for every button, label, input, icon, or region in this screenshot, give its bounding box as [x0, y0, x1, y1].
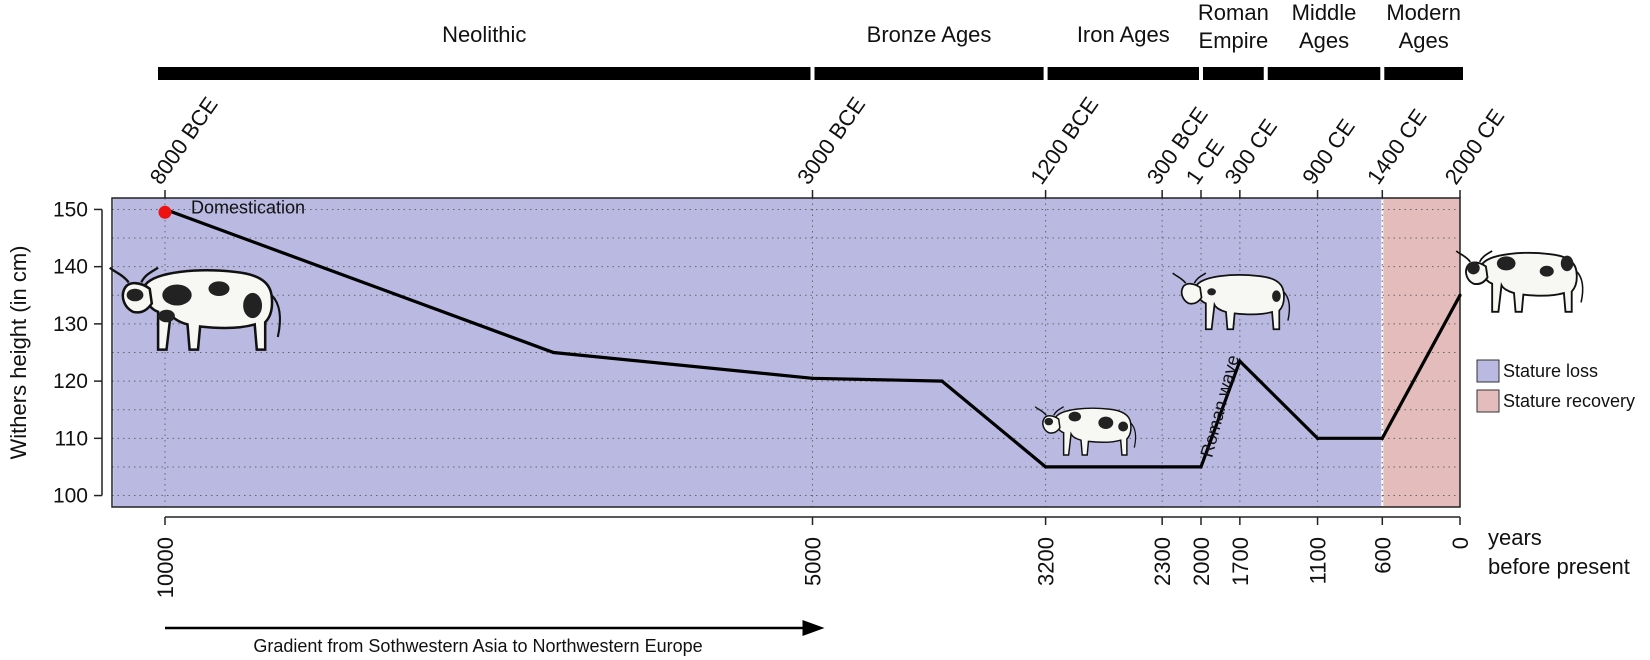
- cow-tail: [1283, 291, 1291, 321]
- cow-spot: [1068, 411, 1081, 422]
- cow-spot: [1560, 255, 1574, 272]
- cow-tail: [1130, 422, 1137, 448]
- modern-cow-illustration: [1455, 250, 1584, 313]
- gradient-label: Gradient from Sothwestern Asia to Northw…: [253, 636, 702, 656]
- cow-head: [1180, 282, 1203, 305]
- cow-spot: [243, 292, 263, 319]
- era-bar: [1203, 67, 1264, 80]
- top-tick-label: 2000 CE: [1440, 104, 1510, 188]
- y-tick-label: 150: [53, 198, 88, 221]
- domestication-point: [158, 205, 172, 219]
- cow-horns: [108, 266, 159, 284]
- cow-horns: [1172, 272, 1207, 284]
- era-bars: Neolithic Bronze Ages Iron Ages Roman Empire…: [158, 0, 1463, 80]
- series-line: [164, 207, 1462, 469]
- cow-spot: [1044, 417, 1054, 426]
- roman-cow-illustration: [1172, 272, 1291, 331]
- x-axis-title-line2: before present: [1488, 554, 1630, 579]
- era-bar: [814, 67, 1044, 80]
- plot-frame: [111, 197, 1461, 508]
- era-bar: [1267, 67, 1381, 80]
- top-tick-label: 1400 CE: [1362, 104, 1432, 188]
- cow-spot: [1118, 421, 1129, 432]
- y-axis: 100 110 120 130 140 150 Withers height (in cm): [6, 198, 103, 508]
- y-tick-label: 110: [55, 427, 88, 450]
- top-tick-label: 3000 BCE: [792, 92, 870, 188]
- y-tick-label: 120: [53, 370, 88, 393]
- cow-spot: [1207, 288, 1216, 296]
- series-point: [1044, 465, 1048, 469]
- era-bar: [1047, 67, 1199, 80]
- y-axis-title: Withers height (in cm): [6, 246, 31, 460]
- x-tick-label: 1700: [1228, 537, 1253, 586]
- legend-swatch: [1476, 389, 1500, 413]
- era-label: Modern Ages: [1386, 0, 1461, 53]
- x-tick-label: 5000: [801, 537, 826, 586]
- series-point: [1458, 293, 1462, 297]
- series-layer: [158, 205, 1462, 469]
- cow-spot: [1272, 290, 1281, 302]
- x-tick-label: 3200: [1034, 537, 1059, 586]
- aurochs-illustration: [108, 266, 281, 351]
- legend: Stature loss Stature recovery: [1476, 359, 1635, 413]
- background-regions: [113, 198, 1460, 507]
- cow-spot: [1467, 261, 1480, 275]
- x-tick-label: 0: [1448, 537, 1473, 549]
- era-bar: [158, 67, 811, 80]
- cow-spot: [162, 284, 192, 306]
- x-axis: 10000 5000 3200 2300 2000 1700 1100 600 0 years be…: [153, 516, 1630, 598]
- era-label: Roman Empire: [1198, 0, 1269, 53]
- cow-tail: [270, 294, 281, 338]
- series-point: [1238, 359, 1242, 363]
- x-tick-label: 2000: [1189, 537, 1214, 586]
- top-tick-label: 1200 BCE: [1025, 92, 1103, 188]
- cow-body: [1196, 274, 1285, 331]
- era-label: Neolithic: [442, 22, 526, 47]
- cow-spot: [158, 309, 175, 323]
- x-tick-label: 10000: [153, 537, 178, 598]
- x-tick-label: 2300: [1150, 537, 1175, 586]
- y-tick-label: 130: [53, 313, 88, 336]
- cow-horns: [1455, 250, 1493, 263]
- y-tick-label: 140: [53, 256, 88, 279]
- x-tick-label: 1100: [1306, 537, 1331, 584]
- iron-age-cow-illustration: [1034, 406, 1137, 456]
- legend-label: Stature recovery: [1503, 391, 1635, 411]
- gradient-arrow-head: [802, 620, 825, 636]
- era-bar: [1384, 67, 1463, 80]
- top-tick-label: 300 CE: [1219, 114, 1282, 188]
- cow-tail: [1575, 270, 1584, 303]
- cow-illustrations: [108, 250, 1584, 456]
- era-label: Bronze Ages: [867, 22, 992, 47]
- x-tick-label: 600: [1370, 537, 1395, 574]
- domestication-label: Domestication: [191, 197, 305, 217]
- region-stature-loss: [113, 198, 1383, 507]
- legend-label: Stature loss: [1503, 361, 1598, 381]
- cow-spot: [1539, 265, 1554, 277]
- series-point: [1315, 436, 1320, 440]
- series-point: [551, 350, 556, 355]
- y-tick-label: 100: [53, 485, 88, 508]
- series-point: [1199, 465, 1203, 469]
- series-point: [810, 376, 815, 380]
- top-tick-label: 8000 BCE: [145, 92, 223, 188]
- cow-spot: [208, 281, 230, 297]
- legend-swatch: [1476, 359, 1500, 383]
- cow-spot: [1496, 256, 1516, 271]
- series-point: [940, 379, 944, 383]
- cow-spot: [1098, 416, 1114, 429]
- series-point: [1380, 436, 1384, 440]
- cow-horns: [1034, 406, 1065, 416]
- x-axis-title-line1: years: [1488, 525, 1542, 550]
- era-label: Iron Ages: [1077, 22, 1170, 47]
- era-label: Middle Ages: [1292, 0, 1357, 53]
- cow-spot: [126, 288, 144, 302]
- top-tick-label: 900 CE: [1297, 114, 1360, 188]
